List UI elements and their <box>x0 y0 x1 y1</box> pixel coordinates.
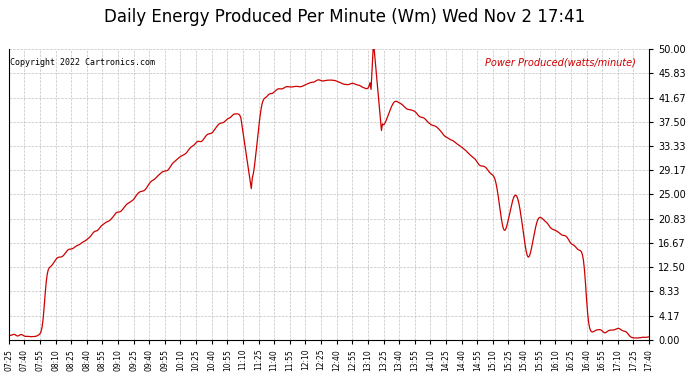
Text: Power Produced(watts/minute): Power Produced(watts/minute) <box>485 58 636 68</box>
Text: Daily Energy Produced Per Minute (Wm) Wed Nov 2 17:41: Daily Energy Produced Per Minute (Wm) We… <box>104 8 586 26</box>
Text: Copyright 2022 Cartronics.com: Copyright 2022 Cartronics.com <box>10 58 155 67</box>
